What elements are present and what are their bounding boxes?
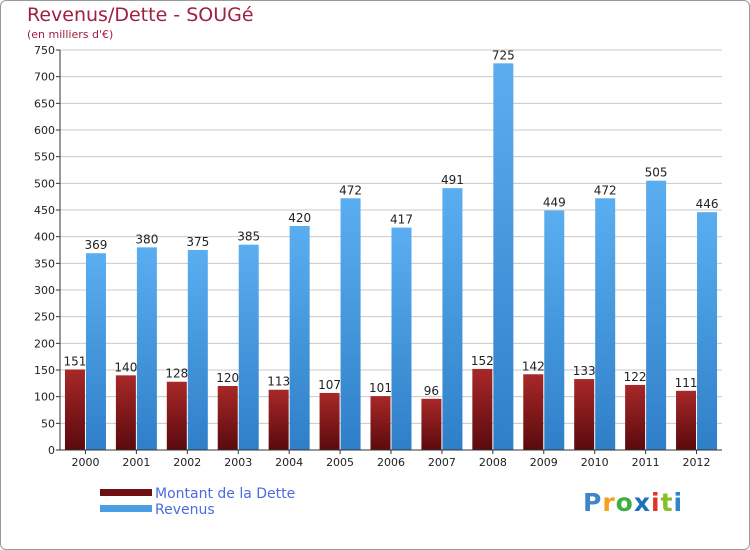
bar-debt-2004 — [268, 389, 289, 450]
data-label-debt-2003: 120 — [216, 371, 239, 385]
data-label-revenus-2000: 369 — [85, 238, 108, 252]
x-tick-label: 2002 — [173, 456, 201, 469]
x-tick-label: 2003 — [224, 456, 252, 469]
data-label-debt-2011: 122 — [624, 370, 647, 384]
x-tick-label: 2007 — [428, 456, 456, 469]
data-label-debt-2002: 128 — [165, 367, 188, 381]
bar-revenus-2007 — [442, 188, 463, 450]
data-label-revenus-2003: 385 — [237, 230, 260, 244]
chart-title: Revenus/Dette - SOUGé — [27, 4, 254, 26]
y-tick-label: 200 — [34, 337, 55, 350]
bar-debt-2008 — [472, 368, 493, 450]
data-label-debt-2007: 96 — [424, 384, 439, 398]
x-tick-label: 2008 — [479, 456, 507, 469]
chart-subtitle: (en milliers d'€) — [27, 28, 114, 41]
data-label-debt-2005: 107 — [318, 378, 341, 392]
bar-revenus-2000 — [85, 253, 106, 450]
bar-debt-2003 — [217, 386, 238, 450]
y-tick-label: 750 — [34, 44, 55, 57]
data-label-revenus-2002: 375 — [186, 235, 209, 249]
bar-revenus-2001 — [136, 247, 157, 450]
bar-revenus-2011 — [646, 180, 667, 450]
x-tick-label: 2011 — [632, 456, 660, 469]
data-label-debt-2006: 101 — [369, 381, 392, 395]
y-tick-label: 350 — [34, 257, 55, 270]
bar-debt-2012 — [676, 390, 697, 450]
data-label-debt-2004: 113 — [267, 375, 290, 389]
y-tick-label: 250 — [34, 311, 55, 324]
data-label-debt-2010: 133 — [573, 364, 596, 378]
data-label-revenus-2001: 380 — [135, 232, 158, 246]
data-label-revenus-2005: 472 — [339, 183, 362, 197]
bar-revenus-2010 — [595, 198, 616, 450]
data-label-debt-2001: 140 — [114, 360, 137, 374]
y-tick-label: 600 — [34, 124, 55, 137]
bar-debt-2006 — [370, 396, 391, 450]
legend-swatch-debt — [100, 489, 152, 496]
x-tick-label: 2000 — [71, 456, 99, 469]
bar-revenus-2009 — [544, 210, 565, 450]
x-tick-label: 2010 — [581, 456, 609, 469]
x-tick-label: 2009 — [530, 456, 558, 469]
data-label-revenus-2011: 505 — [645, 166, 668, 180]
bar-debt-2002 — [166, 381, 187, 450]
bar-revenus-2002 — [187, 250, 208, 450]
y-tick-label: 650 — [34, 97, 55, 110]
bar-debt-2009 — [523, 374, 544, 450]
y-tick-label: 150 — [34, 364, 55, 377]
y-tick-label: 700 — [34, 71, 55, 84]
y-tick-label: 100 — [34, 391, 55, 404]
y-tick-label: 50 — [41, 417, 55, 430]
bar-debt-2000 — [64, 369, 85, 450]
bar-revenus-2012 — [697, 212, 718, 450]
bar-revenus-2004 — [289, 226, 310, 450]
data-label-revenus-2007: 491 — [441, 173, 464, 187]
data-label-debt-2000: 151 — [64, 354, 87, 368]
y-tick-label: 300 — [34, 284, 55, 297]
bars: 151 369 140 380 128 375 120 385 113 420 107 472 101 4… — [64, 48, 719, 450]
x-tick-label: 2006 — [377, 456, 405, 469]
y-tick-label: 500 — [34, 177, 55, 190]
y-tick-label: 0 — [48, 444, 55, 457]
data-label-revenus-2004: 420 — [288, 211, 311, 225]
axes: 0 50 100 150 200 250 300 350 400 450 500 550 600 650 7… — [34, 44, 722, 469]
proxiti-logo: Proxiti — [583, 488, 684, 517]
data-label-revenus-2010: 472 — [594, 183, 617, 197]
bar-revenus-2008 — [493, 63, 514, 450]
data-label-revenus-2012: 446 — [696, 197, 719, 211]
y-tick-label: 450 — [34, 204, 55, 217]
bar-debt-2005 — [319, 392, 340, 450]
data-label-revenus-2008: 725 — [492, 48, 515, 62]
y-tick-label: 400 — [34, 231, 55, 244]
legend-swatch-revenus — [100, 505, 152, 512]
x-tick-label: 2005 — [326, 456, 354, 469]
data-label-debt-2012: 111 — [675, 376, 698, 390]
data-label-debt-2009: 142 — [522, 359, 545, 373]
bar-revenus-2003 — [238, 244, 259, 450]
bar-revenus-2005 — [340, 198, 361, 450]
legend-label-debt: Montant de la Dette — [155, 486, 296, 502]
bar-debt-2011 — [625, 384, 646, 450]
data-label-revenus-2009: 449 — [543, 196, 566, 210]
bar-debt-2007 — [421, 398, 442, 450]
bar-debt-2010 — [574, 379, 595, 450]
data-label-debt-2008: 152 — [471, 354, 494, 368]
x-tick-label: 2001 — [122, 456, 150, 469]
data-label-revenus-2006: 417 — [390, 213, 413, 227]
x-tick-label: 2012 — [683, 456, 711, 469]
legend-label-revenus: Revenus — [155, 502, 215, 518]
bar-debt-2001 — [115, 375, 136, 450]
bar-revenus-2006 — [391, 227, 412, 450]
y-tick-label: 550 — [34, 151, 55, 164]
x-tick-label: 2004 — [275, 456, 303, 469]
